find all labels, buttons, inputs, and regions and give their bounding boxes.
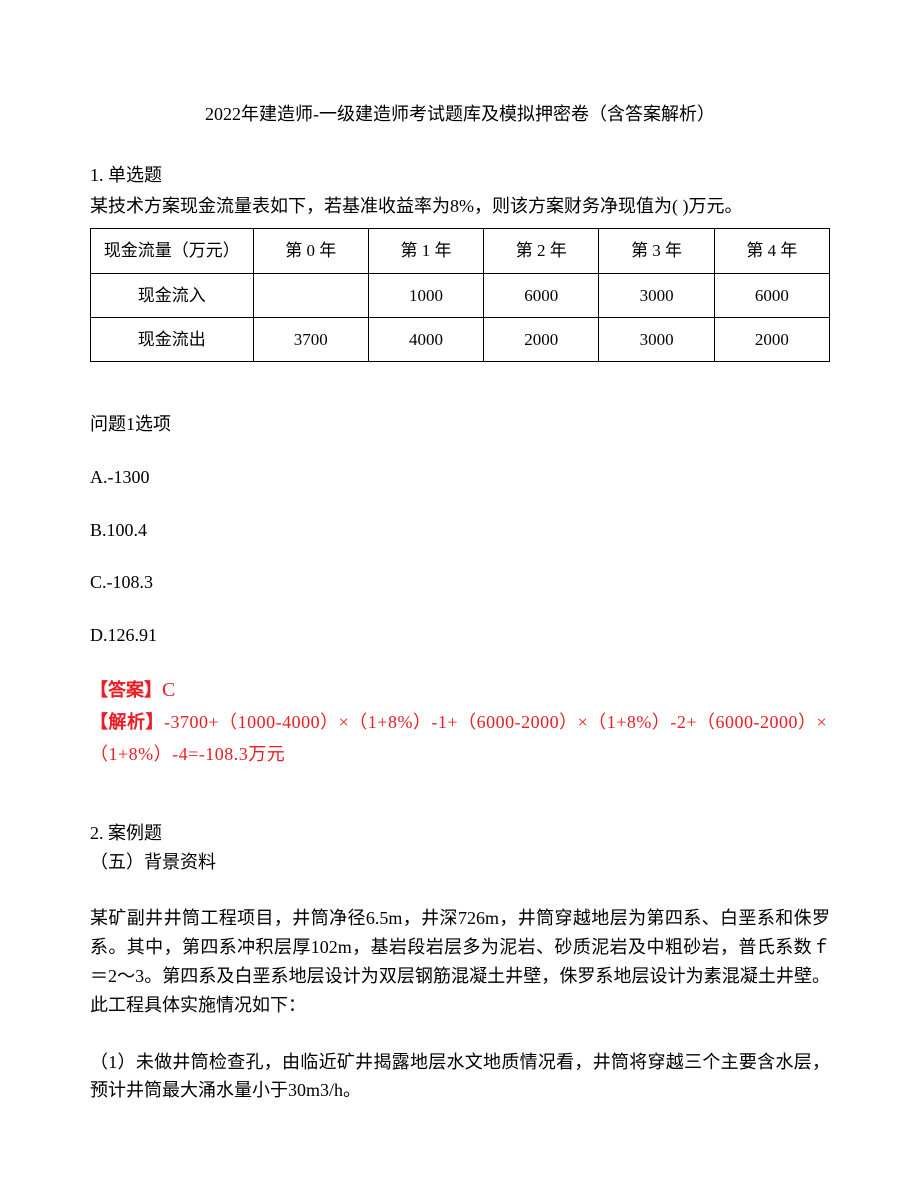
document-title: 2022年建造师-一级建造师考试题库及模拟押密卷（含答案解析）	[90, 100, 830, 129]
q1-text: 某技术方案现金流量表如下，若基准收益率为8%，则该方案财务净现值为( )万元。	[90, 192, 830, 221]
table-cell: 6000	[714, 273, 829, 317]
option-b: B.100.4	[90, 516, 830, 545]
table-header-row: 现金流量（万元） 第 0 年 第 1 年 第 2 年 第 3 年 第 4 年	[91, 229, 830, 273]
table-cell: 3700	[253, 317, 368, 361]
table-cell: 6000	[484, 273, 599, 317]
answer-block: 【答案】C 【解析】-3700+（1000-4000）×（1+8%）-1+（60…	[90, 674, 830, 771]
table-cell	[253, 273, 368, 317]
q2-subheader: （五）背景资料	[90, 848, 830, 877]
analysis-text: -3700+（1000-4000）×（1+8%）-1+（6000-2000）×（…	[90, 712, 827, 764]
table-header-cell: 第 1 年	[368, 229, 483, 273]
cash-flow-table: 现金流量（万元） 第 0 年 第 1 年 第 2 年 第 3 年 第 4 年 现…	[90, 228, 830, 362]
q1-header: 1. 单选题	[90, 161, 830, 190]
table-cell: 3000	[599, 273, 714, 317]
q2-header: 2. 案例题	[90, 819, 830, 848]
table-row: 现金流出 3700 4000 2000 3000 2000	[91, 317, 830, 361]
answer-line: 【答案】C	[90, 674, 830, 706]
table-header-cell: 现金流量（万元）	[91, 229, 254, 273]
table-cell: 现金流入	[91, 273, 254, 317]
table-cell: 2000	[714, 317, 829, 361]
option-d: D.126.91	[90, 621, 830, 650]
option-c: C.-108.3	[90, 568, 830, 597]
analysis-label: 【解析】	[90, 712, 164, 732]
answer-label: 【答案】	[90, 680, 162, 700]
table-cell: 现金流出	[91, 317, 254, 361]
table-cell: 4000	[368, 317, 483, 361]
table-cell: 2000	[484, 317, 599, 361]
answer-value: C	[162, 679, 175, 701]
table-cell: 3000	[599, 317, 714, 361]
analysis-line: 【解析】-3700+（1000-4000）×（1+8%）-1+（6000-200…	[90, 706, 830, 771]
question-2: 2. 案例题 （五）背景资料 某矿副井井筒工程项目，井筒净径6.5m，井深726…	[90, 819, 830, 1105]
q1-options-label: 问题1选项	[90, 410, 830, 439]
table-header-cell: 第 0 年	[253, 229, 368, 273]
table-header-cell: 第 4 年	[714, 229, 829, 273]
option-a: A.-1300	[90, 463, 830, 492]
question-1: 1. 单选题 某技术方案现金流量表如下，若基准收益率为8%，则该方案财务净现值为…	[90, 161, 830, 771]
q2-para1: 某矿副井井筒工程项目，井筒净径6.5m，井深726m，井筒穿越地层为第四系、白垩…	[90, 904, 830, 1019]
table-header-cell: 第 3 年	[599, 229, 714, 273]
table-cell: 1000	[368, 273, 483, 317]
q2-para2: （1）未做井筒检查孔，由临近矿井揭露地层水文地质情况看，井筒将穿越三个主要含水层…	[90, 1048, 830, 1106]
table-header-cell: 第 2 年	[484, 229, 599, 273]
table-row: 现金流入 1000 6000 3000 6000	[91, 273, 830, 317]
